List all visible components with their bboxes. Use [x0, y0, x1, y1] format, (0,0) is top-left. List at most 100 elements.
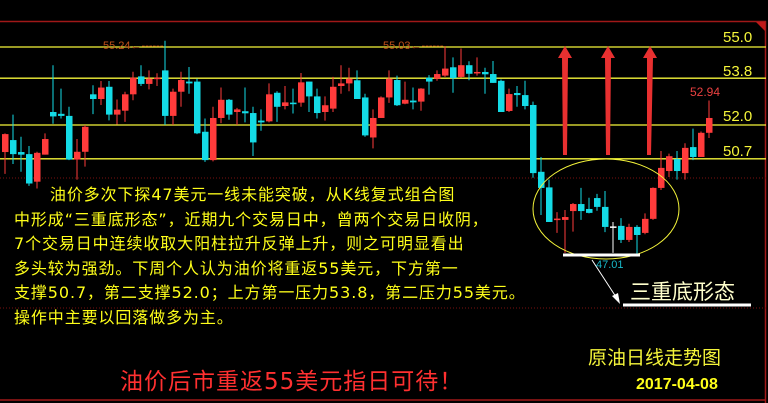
commentary-line: 中形成“三重底形态”，近期九个交易日中，曾两个交易日收阴，: [14, 209, 489, 229]
up-arrow-icon: [558, 46, 572, 155]
candle-body: [690, 147, 697, 157]
candle: [170, 88, 177, 125]
candle: [514, 86, 521, 107]
candle-body: [34, 152, 41, 182]
candle-body: [226, 99, 233, 115]
commentary-line: 操作中主要以回落做多为主。: [14, 307, 234, 327]
candle: [578, 187, 585, 220]
candle: [90, 85, 97, 115]
candle-body: [402, 99, 409, 104]
candle: [674, 151, 681, 180]
candle: [506, 88, 513, 112]
candle: [602, 191, 609, 233]
candle-body: [562, 217, 569, 220]
candle-body: [282, 102, 289, 107]
candle-body: [122, 94, 129, 111]
level-label-53-8: 53.8: [723, 63, 753, 80]
candle-body: [82, 126, 89, 152]
candle: [410, 87, 417, 110]
candle: [362, 93, 369, 137]
candle-body: [98, 87, 105, 99]
candle-body: [298, 82, 305, 103]
candle-body: [370, 117, 377, 138]
chart-date: 2017-04-08: [636, 376, 718, 393]
level-label-55: 55.0: [723, 29, 753, 46]
candle-body: [290, 102, 297, 105]
candle-body: [178, 80, 185, 92]
candle: [394, 75, 401, 107]
candle-body: [658, 167, 665, 188]
candle-body: [682, 147, 689, 174]
triple-bottom-ellipse: [532, 158, 680, 260]
candle: [546, 179, 553, 222]
candle-body: [378, 97, 385, 118]
candle: [450, 57, 457, 93]
candle: [2, 133, 9, 174]
candle: [618, 218, 625, 244]
last-high-annotation: 52.94: [690, 85, 721, 99]
candle: [554, 212, 561, 233]
candle: [322, 96, 329, 121]
up-arrow-icon: [643, 46, 657, 155]
candle-body: [106, 86, 113, 115]
candle-body: [218, 99, 225, 118]
candle: [530, 101, 537, 178]
candle: [194, 78, 201, 135]
commentary-line: 多头较为强劲。下周个人认为油价将重返55美元，下方第一: [14, 258, 459, 278]
candle: [258, 109, 265, 131]
candle: [330, 76, 337, 112]
candle-body: [170, 91, 177, 116]
pointer-line: [591, 259, 619, 301]
candle-body: [162, 70, 169, 116]
candle-body: [58, 113, 65, 116]
candle-body: [650, 187, 657, 219]
candle-body: [394, 80, 401, 106]
candle: [266, 83, 273, 123]
candle-body: [10, 140, 17, 155]
candle-body: [490, 74, 497, 83]
candle: [306, 81, 313, 112]
candle: [658, 151, 665, 190]
candle-body: [594, 198, 601, 207]
candle: [634, 225, 641, 255]
commentary-line: 油价多次下探47美元一线未能突破，从K线复式组合图: [14, 185, 456, 204]
candle: [186, 67, 193, 94]
candle-body: [466, 65, 473, 74]
candle: [202, 118, 209, 162]
candle-body: [458, 65, 465, 77]
candle: [146, 70, 153, 90]
candle: [690, 128, 697, 161]
corner-marker: [756, 22, 765, 31]
candle-body: [234, 109, 241, 112]
candle: [418, 88, 425, 111]
candle-body: [266, 94, 273, 122]
candle: [290, 88, 297, 114]
candle-body: [546, 187, 553, 222]
candle-body: [250, 113, 257, 143]
candle-body: [186, 81, 193, 84]
candle: [698, 131, 705, 157]
candle: [242, 87, 249, 123]
candles: [2, 40, 713, 255]
candle: [402, 81, 409, 105]
candle-body: [18, 152, 25, 155]
candle-body: [386, 78, 393, 98]
candle: [298, 73, 305, 107]
candle-body: [346, 78, 353, 84]
candle-body: [130, 77, 137, 95]
candle-body: [322, 105, 329, 112]
pattern-label: 三重底形态: [630, 280, 735, 304]
candle: [378, 96, 385, 118]
candle: [74, 139, 81, 180]
candle-body: [666, 156, 673, 172]
candle-body: [610, 226, 617, 228]
candle-body: [674, 159, 681, 172]
candle: [482, 67, 489, 94]
candle-body: [362, 97, 369, 136]
commentary-line: 支撑50.7，第二支撑52.0；上方第一压力53.8，第二压力55美元。: [14, 283, 526, 303]
chart-title: 原油日线走势图: [588, 347, 722, 369]
low-annotation: 47.01: [596, 259, 624, 271]
candle: [666, 153, 673, 177]
candle-body: [698, 132, 705, 157]
